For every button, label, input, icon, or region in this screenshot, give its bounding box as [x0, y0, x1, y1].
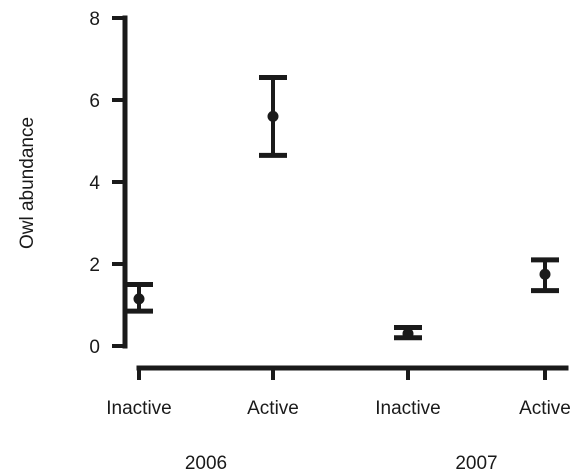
- y-tick-label-8: 8: [89, 9, 100, 30]
- axes: [122, 15, 569, 371]
- y-tick-label-0: 0: [89, 337, 100, 358]
- mean-point-4: [539, 268, 551, 280]
- error-bar-2: [259, 74, 287, 158]
- error-bar-marks: [125, 74, 559, 341]
- x-tick-label-3: Inactive: [375, 398, 440, 419]
- x-tick-label-1: Inactive: [106, 398, 171, 419]
- x-tick-label-4: Active: [519, 398, 571, 419]
- group-label-1: 2006: [185, 453, 227, 470]
- x-tick-label-2: Active: [247, 398, 299, 419]
- y-axis-title: Owl abundance: [17, 117, 38, 249]
- y-tick-label-4: 4: [89, 173, 100, 194]
- group-label-2: 2007: [455, 453, 497, 470]
- mean-point-1: [133, 293, 145, 305]
- error-bar-4: [531, 257, 559, 294]
- error-bar-1: [125, 282, 153, 314]
- y-axis-ticks: 0 2 4 6 8: [89, 9, 125, 358]
- x-axis-ticks: Inactive Active Inactive Active: [106, 368, 571, 419]
- mean-point-2: [267, 110, 279, 122]
- y-tick-label-6: 6: [89, 91, 100, 112]
- error-bar-3: [394, 325, 422, 341]
- mean-point-3: [402, 328, 414, 340]
- group-labels: 2006 2007: [185, 453, 498, 470]
- y-tick-label-2: 2: [89, 255, 100, 276]
